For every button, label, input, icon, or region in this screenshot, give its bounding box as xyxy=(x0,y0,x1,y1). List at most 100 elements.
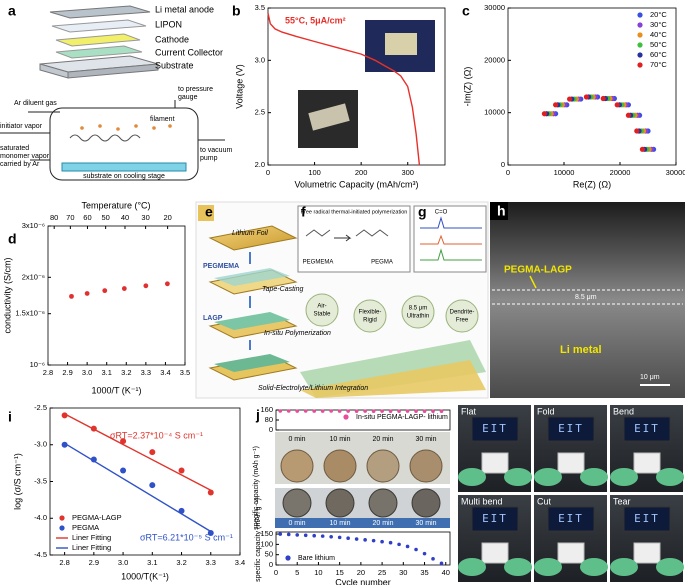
y-tick-label: 30000 xyxy=(484,3,505,12)
y-tick-label: -2.5 xyxy=(34,403,47,412)
y-axis-label: specific capacity (mAh g⁻¹) xyxy=(253,446,260,530)
icvd-reactor xyxy=(0,100,225,181)
data-point xyxy=(69,293,74,299)
data-point xyxy=(207,529,214,536)
feature-bubble xyxy=(305,293,339,327)
y-tick-label: -4.0 xyxy=(34,513,47,522)
data-point xyxy=(295,409,300,413)
y-axis-label: specific capacity (mAh g⁻¹) xyxy=(255,498,262,582)
data-line xyxy=(267,13,421,166)
glove xyxy=(458,468,486,486)
x-tick-label: 5 xyxy=(295,568,299,577)
glove xyxy=(534,558,562,576)
y-tick-label: 0 xyxy=(501,160,505,169)
y-tick-label: 50 xyxy=(265,550,273,559)
y-tick-label: 1.5x10⁻⁶ xyxy=(15,309,45,318)
stage-label: substrate on cooling stage xyxy=(83,173,165,180)
plot-frame xyxy=(47,225,186,366)
data-point xyxy=(102,288,108,294)
y-axis-label: Voltage (V) xyxy=(234,64,244,109)
glove xyxy=(504,468,532,486)
y-tick-label: 2x10⁻⁶ xyxy=(22,272,45,281)
y-tick-label: 0 xyxy=(269,560,273,569)
inlet-label: monomer vapor xyxy=(0,153,50,160)
x-tick-label: 2.9 xyxy=(62,368,72,377)
data-point xyxy=(312,533,316,538)
x2-tick-label: 80 xyxy=(50,213,58,222)
step-label: LAGP xyxy=(203,315,223,322)
x2-tick-label: 60 xyxy=(83,213,91,222)
x-axis-label: Re(Z) (Ω) xyxy=(573,179,611,189)
x-tick-label: 40 xyxy=(442,568,450,577)
electrode-photo xyxy=(411,488,441,518)
legend-label: Liner Fitting xyxy=(72,543,111,552)
electrode-photo xyxy=(323,449,357,483)
y-tick-label: 10⁻⁶ xyxy=(30,360,45,369)
data-point xyxy=(388,409,393,414)
x-tick-label: 3.4 xyxy=(160,368,170,377)
data-point xyxy=(278,409,283,413)
x-tick-label: 3.5 xyxy=(180,368,190,377)
x-axis-label: 1000/T (K⁻¹) xyxy=(91,385,141,395)
legend-label: 50°C xyxy=(650,40,667,49)
data-point xyxy=(337,409,342,413)
glove xyxy=(534,468,562,486)
y-tick-label: -4.5 xyxy=(34,550,47,559)
step-label: PEGMEMA xyxy=(203,263,239,270)
y-tick-label: 20000 xyxy=(484,55,505,64)
filament-label: filament xyxy=(150,116,175,123)
screen-text: EIT xyxy=(482,512,508,525)
data-point xyxy=(346,536,350,540)
condition-label: Cut xyxy=(537,496,552,506)
legend-label: In-situ PEGMA-LAGP- lithium xyxy=(356,414,448,421)
legend-swatch xyxy=(59,525,65,531)
letter-box xyxy=(198,205,214,221)
feature-label: Rigid xyxy=(363,318,377,324)
annotation: σRT=2.37*10⁻⁴ S cm⁻¹ xyxy=(110,430,203,440)
data-point xyxy=(61,441,68,448)
legend-label: 40°C xyxy=(650,30,667,39)
electrode-photo xyxy=(366,449,400,483)
x-axis-label: 1000/T(K⁻¹) xyxy=(121,571,169,581)
x-tick-label: 0 xyxy=(506,168,510,177)
sem-label: PEGMA-LAGP xyxy=(504,265,572,276)
y-tick-label: 150 xyxy=(260,529,273,538)
legend-label: 30°C xyxy=(650,20,667,29)
x-tick-label: 0 xyxy=(274,568,278,577)
data-point xyxy=(121,286,127,291)
time-label: 10 min xyxy=(329,436,350,443)
data-point xyxy=(600,95,606,102)
panel-letter: h xyxy=(497,203,506,219)
inset-photo xyxy=(308,103,350,131)
legend-swatch xyxy=(637,32,643,38)
y-tick-label: 3.0 xyxy=(255,55,265,64)
legend-label: 60°C xyxy=(650,50,667,59)
x2-tick-label: 30 xyxy=(141,213,149,222)
y-tick-label: -3.5 xyxy=(34,476,47,485)
electrode-photo xyxy=(409,449,443,483)
data-point xyxy=(380,539,384,544)
x-tick-label: 3.0 xyxy=(82,368,92,377)
panel-letter: i xyxy=(8,409,12,425)
x-tick-label: 3.4 xyxy=(235,558,245,567)
time-label: 20 min xyxy=(372,520,393,527)
outlet-label: to vacuum xyxy=(200,147,232,154)
data-point xyxy=(286,532,291,537)
y-axis-label: log (σ/S cm⁻¹) xyxy=(12,453,22,510)
x2-tick-label: 20 xyxy=(163,213,171,222)
condition-label: Multi bend xyxy=(461,496,503,506)
data-point xyxy=(439,561,444,566)
led-screen xyxy=(547,416,595,442)
legend-label: Liner Fitting xyxy=(72,533,111,542)
inlet-label: carried by Ar xyxy=(0,161,40,168)
feature-label: Air- xyxy=(317,304,326,310)
battery xyxy=(633,452,661,474)
sem-label: Li metal xyxy=(560,344,602,356)
feature-bubble xyxy=(353,299,387,333)
glove xyxy=(504,558,532,576)
data-point xyxy=(278,532,283,536)
inlet-label: initiator vapor xyxy=(0,123,43,130)
step-label: Solid-Electrolyte/Lithium Integration xyxy=(258,385,368,392)
data-point xyxy=(431,557,435,561)
